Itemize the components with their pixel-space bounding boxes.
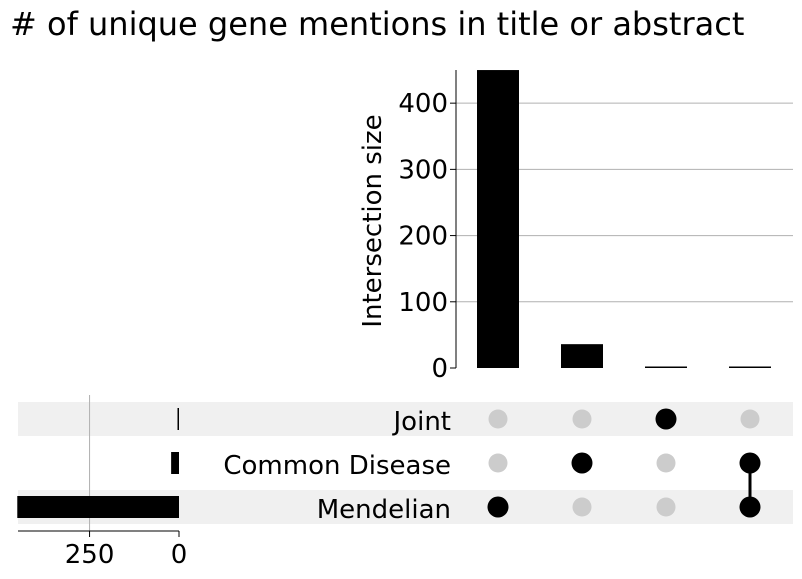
intersection-bar xyxy=(729,366,771,368)
set-label: Common Disease xyxy=(223,451,451,481)
intersection-size-panel: 0 100 200 300 400 Intersection size xyxy=(358,70,793,384)
intersection-bar xyxy=(645,366,687,368)
x-tick-label: 0 xyxy=(171,540,188,570)
y-axis-label: Intersection size xyxy=(358,114,388,327)
x-tick-label: 250 xyxy=(65,540,115,570)
y-tick-label: 200 xyxy=(398,222,448,252)
y-tick-label: 0 xyxy=(431,354,448,384)
set-size-bar xyxy=(171,452,179,474)
set-label: Mendelian xyxy=(317,495,451,525)
matrix-dot-active xyxy=(655,408,677,430)
intersection-bar xyxy=(561,344,603,368)
membership-matrix xyxy=(487,408,761,518)
matrix-dot-inactive xyxy=(572,497,592,517)
y-tick-label: 400 xyxy=(398,89,448,119)
set-label: Joint xyxy=(392,407,451,437)
set-labels: Joint Common Disease Mendelian xyxy=(223,407,451,525)
matrix-dot-active xyxy=(571,452,593,474)
y-tick-label: 100 xyxy=(398,288,448,318)
set-size-bar xyxy=(177,408,179,430)
matrix-dot-inactive xyxy=(656,453,676,473)
matrix-dot-active xyxy=(739,496,761,518)
matrix-dot-inactive xyxy=(488,453,508,473)
matrix-dot-active xyxy=(487,496,509,518)
matrix-dot-inactive xyxy=(740,409,760,429)
matrix-dot-inactive xyxy=(572,409,592,429)
matrix-dot-inactive xyxy=(656,497,676,517)
set-size-panel: 250 0 xyxy=(17,395,187,570)
matrix-dot-active xyxy=(739,452,761,474)
set-size-bar xyxy=(17,496,180,518)
matrix-dot-inactive xyxy=(488,409,508,429)
y-tick-label: 300 xyxy=(398,155,448,185)
chart-title: # of unique gene mentions in title or ab… xyxy=(10,5,744,43)
intersection-bar xyxy=(477,70,519,368)
